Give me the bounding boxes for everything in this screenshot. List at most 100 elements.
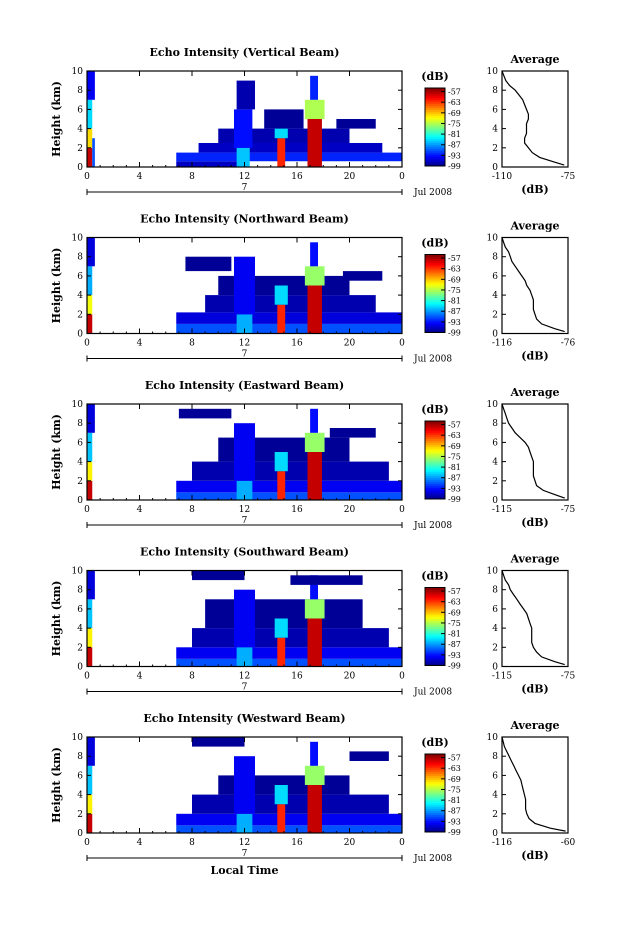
heatmap-cell bbox=[277, 304, 286, 334]
colorbar-tick-label: -81 bbox=[448, 796, 461, 805]
profile-y-tick-label: 2 bbox=[492, 810, 498, 820]
colorbar-segment bbox=[425, 616, 445, 620]
colorbar-segment bbox=[425, 765, 445, 769]
colorbar-tick-label: -93 bbox=[448, 484, 461, 493]
colorbar-segment bbox=[425, 810, 445, 813]
colorbar-segment bbox=[425, 303, 445, 306]
y-tick-label: 4 bbox=[77, 125, 83, 135]
profile-y-tick-label: 10 bbox=[487, 67, 499, 77]
colorbar-segment bbox=[425, 479, 445, 482]
heatmap-cell bbox=[192, 461, 389, 481]
heatmap-cell bbox=[236, 314, 253, 334]
profile-y-tick-label: 2 bbox=[492, 643, 498, 653]
colorbar-segment bbox=[425, 274, 445, 277]
colorbar-segment bbox=[425, 806, 445, 810]
colorbar-segment bbox=[425, 301, 445, 304]
profile-y-tick-label: 2 bbox=[492, 144, 498, 154]
colorbar-segment bbox=[425, 493, 445, 496]
heatmap-cell bbox=[274, 285, 288, 305]
colorbar-tick-label: -57 bbox=[448, 88, 461, 97]
colorbar-segment bbox=[425, 127, 445, 130]
heatmap-cell bbox=[87, 404, 95, 433]
colorbar-segment bbox=[425, 661, 445, 665]
panel-4: Echo Intensity (Westward Beam) 0 2 4 6 8 10 Hei… bbox=[50, 712, 576, 877]
y-tick-label: 6 bbox=[77, 605, 83, 615]
colorbar-segment bbox=[425, 438, 445, 441]
x-tick-label: 0 bbox=[84, 672, 90, 682]
colorbar-tick-label: -75 bbox=[448, 452, 461, 461]
colorbar-unit: (dB) bbox=[421, 403, 448, 416]
heatmap-cell bbox=[205, 295, 376, 313]
x-tick-label: 16 bbox=[291, 838, 303, 848]
colorbar-segment bbox=[425, 593, 445, 596]
heatmap-cell bbox=[87, 295, 93, 315]
x-tick-label: 8 bbox=[189, 172, 195, 182]
panel-1: Echo Intensity (Northward Beam) 0 2 4 6 8 10 He… bbox=[50, 213, 576, 365]
colorbar-segment bbox=[425, 154, 445, 157]
heatmap-cell bbox=[277, 637, 286, 667]
colorbar-segment bbox=[425, 651, 445, 655]
colorbar-segment bbox=[425, 119, 445, 122]
y-tick-label: 10 bbox=[72, 67, 84, 77]
colorbar-tick-label: -99 bbox=[448, 495, 461, 504]
heatmap-cell bbox=[87, 628, 93, 648]
colorbar-segment bbox=[425, 767, 445, 771]
profile-title: Average bbox=[509, 553, 559, 566]
profile-line bbox=[501, 570, 565, 666]
colorbar-segment bbox=[425, 101, 445, 105]
colorbar-segment bbox=[425, 777, 445, 780]
heatmap-cell bbox=[87, 237, 95, 267]
colorbar: -57-63 -69-75 -81 -87-93 -99 bbox=[424, 753, 461, 837]
profile-x-tick-label: -60 bbox=[561, 838, 576, 848]
heatmap-cell bbox=[176, 480, 402, 493]
profile-y-tick-label: 6 bbox=[492, 438, 498, 448]
profile-frame bbox=[501, 569, 569, 668]
heatmap-cell bbox=[329, 428, 376, 438]
colorbar-segment bbox=[425, 794, 445, 798]
profile-line bbox=[501, 403, 565, 499]
x-tick-label: 20 bbox=[344, 339, 356, 349]
x-tick-label: 0 bbox=[84, 172, 90, 182]
colorbar-segment bbox=[425, 440, 445, 443]
colorbar-tick-label: -69 bbox=[448, 442, 461, 451]
colorbar-segment bbox=[425, 634, 445, 637]
colorbar-segment bbox=[425, 164, 445, 167]
heatmap-cell bbox=[87, 432, 93, 462]
colorbar-segment bbox=[425, 258, 445, 261]
heatmap-cell bbox=[274, 618, 288, 638]
profile-x-axis-label: (dB) bbox=[521, 350, 548, 363]
colorbar-tick-label: -87 bbox=[448, 640, 461, 649]
heatmap-cell bbox=[310, 575, 318, 600]
colorbar-tick-label: -99 bbox=[448, 162, 461, 171]
colorbar-segment bbox=[425, 467, 445, 471]
colorbar-unit: (dB) bbox=[421, 736, 448, 749]
profile-y-tick-label: 4 bbox=[492, 458, 498, 468]
panel-title: Echo Intensity (Vertical Beam) bbox=[149, 46, 339, 59]
heatmap-cell bbox=[87, 737, 95, 766]
profile-panel: Average 0 2 4 6 8 10 -115 -75 (dB) bbox=[487, 553, 576, 696]
heatmap-cell bbox=[234, 109, 253, 148]
profile-y-tick-label: 6 bbox=[492, 105, 498, 115]
heatmap-cell bbox=[198, 143, 383, 153]
profile-y-tick-label: 2 bbox=[492, 310, 498, 320]
colorbar-segment bbox=[425, 128, 445, 132]
profile-y-tick-label: 8 bbox=[492, 419, 498, 429]
heatmap-cell bbox=[92, 138, 95, 167]
colorbar-segment bbox=[425, 146, 445, 149]
colorbar-segment bbox=[425, 454, 445, 457]
heatmap-cell bbox=[176, 312, 402, 324]
y-axis-label: Height (km) bbox=[50, 414, 63, 490]
heatmap-cell bbox=[336, 119, 376, 129]
colorbar-segment bbox=[425, 610, 445, 614]
heatmap-cell bbox=[87, 813, 93, 833]
profile-title: Average bbox=[509, 719, 559, 732]
profile-x-axis-label: (dB) bbox=[521, 516, 548, 529]
y-axis-label: Height (km) bbox=[50, 747, 63, 823]
colorbar-segment bbox=[425, 638, 445, 641]
colorbar-segment bbox=[425, 814, 445, 817]
colorbar-segment bbox=[425, 132, 445, 136]
colorbar-tick-label: -75 bbox=[448, 119, 461, 128]
y-tick-label: 8 bbox=[77, 586, 83, 596]
heatmap-cell bbox=[234, 256, 255, 315]
